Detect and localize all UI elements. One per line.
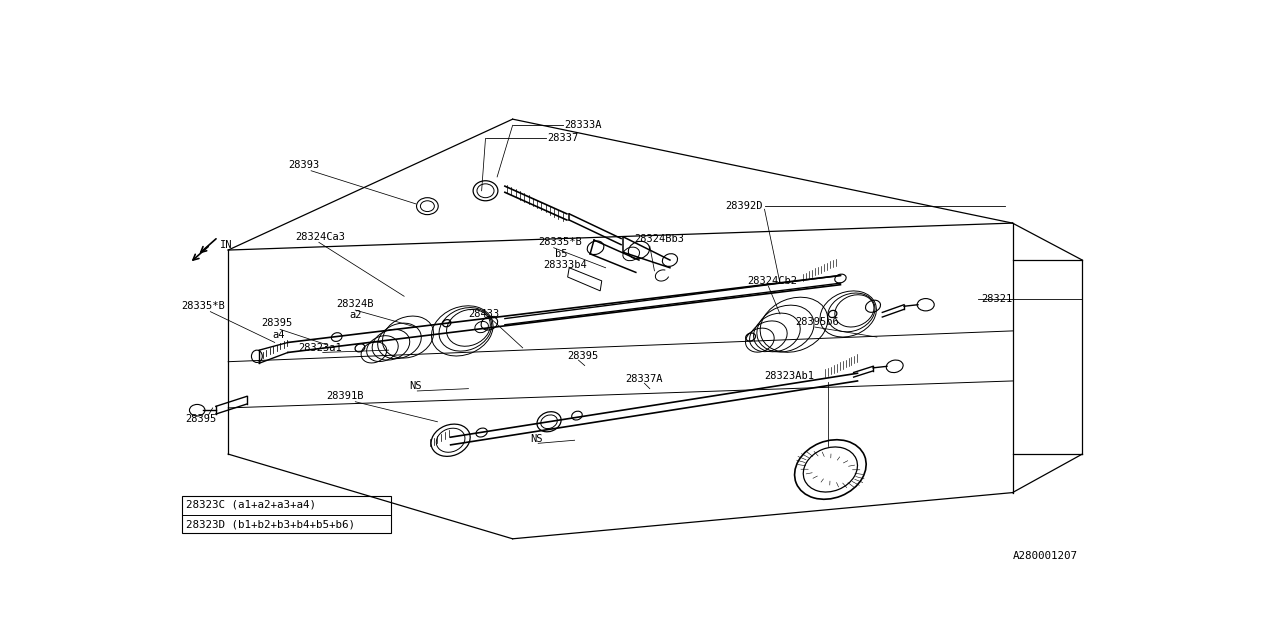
Text: 28392D: 28392D xyxy=(726,201,763,211)
Text: 28323a1: 28323a1 xyxy=(298,343,342,353)
Text: 28323D (b1+b2+b3+b4+b5+b6): 28323D (b1+b2+b3+b4+b5+b6) xyxy=(186,519,355,529)
Text: 28321: 28321 xyxy=(982,294,1012,303)
Text: 28395: 28395 xyxy=(567,351,598,360)
Text: 28393: 28393 xyxy=(288,161,319,170)
Text: 28395b6: 28395b6 xyxy=(795,317,840,326)
Text: NS: NS xyxy=(410,381,422,391)
Text: IN: IN xyxy=(220,239,233,250)
Text: 28323Ab1: 28323Ab1 xyxy=(764,371,814,381)
Text: a2: a2 xyxy=(349,310,362,321)
Text: 28323C (a1+a2+a3+a4): 28323C (a1+a2+a3+a4) xyxy=(186,500,316,510)
Text: 28337: 28337 xyxy=(548,133,579,143)
Text: 28335*B: 28335*B xyxy=(182,301,225,311)
Text: a4: a4 xyxy=(273,330,285,340)
Text: 28324B: 28324B xyxy=(337,299,374,309)
Text: A280001207: A280001207 xyxy=(1012,551,1078,561)
Text: 28335*B: 28335*B xyxy=(538,237,582,247)
Text: 28324Ca3: 28324Ca3 xyxy=(296,232,346,242)
Text: 28337A: 28337A xyxy=(625,374,663,383)
Text: 28324Cb2: 28324Cb2 xyxy=(748,276,797,286)
Text: 28395: 28395 xyxy=(184,415,216,424)
Text: 28395: 28395 xyxy=(261,318,292,328)
Bar xyxy=(182,497,390,533)
Text: b5: b5 xyxy=(556,249,568,259)
Text: NS: NS xyxy=(530,434,543,444)
Text: 28324Bb3: 28324Bb3 xyxy=(635,234,685,243)
Text: 28433: 28433 xyxy=(468,309,499,319)
Text: 28391B: 28391B xyxy=(326,391,364,401)
Text: 28333b4: 28333b4 xyxy=(544,260,588,269)
Text: 28333A: 28333A xyxy=(564,120,602,131)
